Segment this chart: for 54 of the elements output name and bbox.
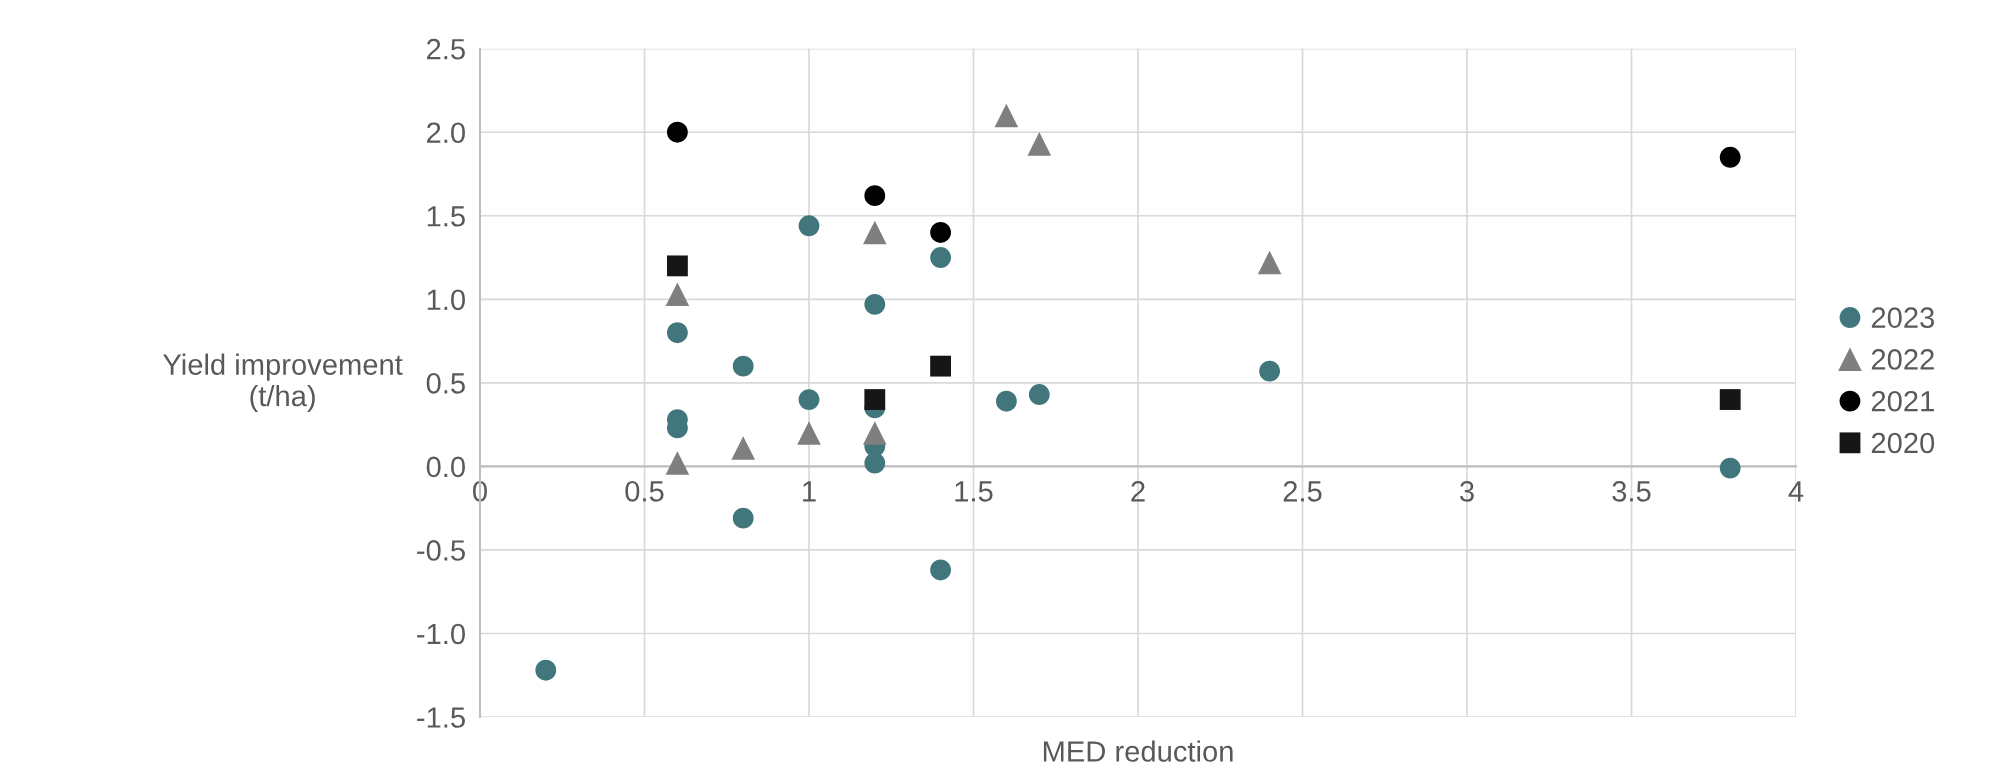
- point: [665, 282, 690, 307]
- y-tick-label: 0.0: [426, 456, 465, 478]
- y-tick-label: 1.0: [427, 289, 465, 311]
- point: [930, 247, 952, 268]
- point: [731, 436, 756, 460]
- point: [666, 322, 688, 344]
- y-tick-label: -1.5: [417, 707, 465, 728]
- point: [1027, 132, 1052, 156]
- point: [732, 507, 754, 529]
- x-tick-label: 2: [1131, 481, 1145, 502]
- x-tick-label: 3: [1460, 481, 1474, 502]
- y-tick-label: 2.5: [427, 38, 465, 60]
- x-tick-label: 2.5: [1283, 481, 1322, 502]
- point: [797, 421, 821, 445]
- x-tick-label: 1: [803, 481, 816, 502]
- point: [666, 255, 688, 277]
- point: [930, 222, 952, 243]
- x-tick-label: 1.5: [955, 481, 993, 502]
- point: [1028, 384, 1050, 405]
- point: [1719, 146, 1741, 168]
- legend-label: 2022: [1871, 349, 1934, 370]
- y-axis-title: Yield improvement (t/ha): [163, 353, 403, 413]
- point: [930, 559, 952, 581]
- x-tick-label: 3.5: [1612, 481, 1651, 502]
- point: [1257, 250, 1282, 275]
- y-tick-label: 0.5: [426, 373, 465, 394]
- point: [864, 185, 886, 207]
- point: [995, 390, 1017, 412]
- point: [864, 452, 886, 474]
- x-tick-label: 4: [1788, 481, 1804, 502]
- point: [862, 220, 887, 245]
- x-tick-label: 0.5: [625, 481, 664, 502]
- legend-label: 2023: [1871, 307, 1935, 329]
- point: [930, 355, 952, 377]
- point: [732, 355, 754, 377]
- point: [665, 451, 690, 475]
- point: [862, 421, 887, 445]
- y-tick-label: 1.5: [427, 206, 465, 227]
- point: [1259, 360, 1281, 382]
- legend-label: 2020: [1871, 432, 1935, 454]
- y-tick-label: 2.0: [427, 122, 465, 144]
- point: [1719, 389, 1741, 410]
- point: [798, 389, 820, 410]
- point: [994, 103, 1019, 128]
- y-tick-label: -0.5: [417, 540, 465, 561]
- x-axis-title: MED reduction: [1043, 740, 1233, 762]
- point: [798, 215, 820, 237]
- y-tick-label: -1.0: [417, 623, 465, 645]
- point: [1719, 457, 1741, 479]
- legend-label: 2021: [1871, 390, 1934, 412]
- point: [666, 121, 688, 143]
- point: [864, 389, 886, 410]
- point: [535, 659, 557, 681]
- point: [864, 293, 886, 315]
